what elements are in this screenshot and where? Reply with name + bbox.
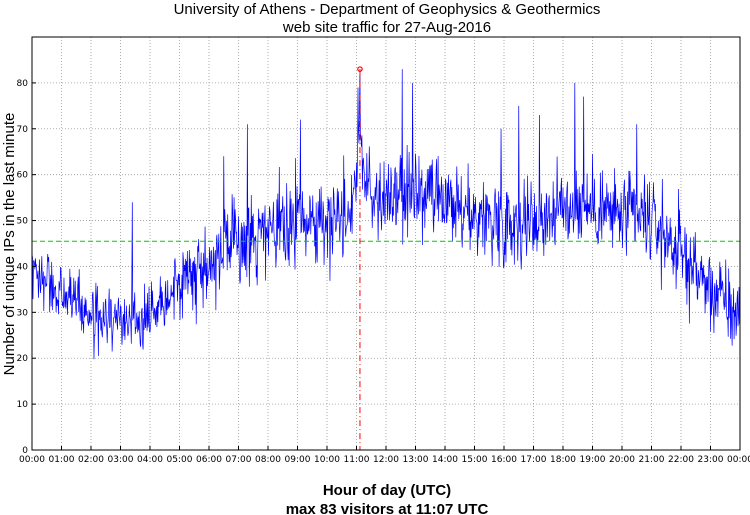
x-tick-label: 04:00 <box>137 455 163 465</box>
x-tick-label: 12:00 <box>373 455 399 465</box>
x-tick-label: 00:00 <box>727 455 750 465</box>
x-tick-label: 02:00 <box>78 455 104 465</box>
x-tick-label: 08:00 <box>255 455 281 465</box>
chart-title: University of Athens - Department of Geo… <box>174 1 601 18</box>
x-tick-label: 22:00 <box>668 455 694 465</box>
max-visitors-caption: max 83 visitors at 11:07 UTC <box>286 501 489 515</box>
max-point-marker <box>357 66 363 72</box>
y-tick-label: 30 <box>17 308 29 318</box>
traffic-series-line <box>31 69 740 360</box>
y-tick-label: 60 <box>17 171 29 181</box>
y-tick-label: 20 <box>17 354 29 364</box>
x-tick-label: 17:00 <box>521 455 547 465</box>
x-tick-label: 23:00 <box>698 455 724 465</box>
y-tick-label: 0 <box>22 446 28 456</box>
x-tick-label: 06:00 <box>196 455 222 465</box>
overlay-layer <box>32 66 740 450</box>
x-tick-label: 09:00 <box>285 455 311 465</box>
x-tick-label: 11:00 <box>344 455 370 465</box>
x-tick-label: 03:00 <box>108 455 134 465</box>
y-tick-label: 40 <box>17 262 29 272</box>
y-tick-label: 10 <box>17 400 29 410</box>
y-tick-label: 80 <box>17 79 29 89</box>
x-tick-label: 18:00 <box>550 455 576 465</box>
x-tick-label: 15:00 <box>462 455 488 465</box>
x-axis-label: Hour of day (UTC) <box>323 482 451 499</box>
series-layer <box>31 69 740 360</box>
grid <box>32 37 740 450</box>
y-tick-label: 50 <box>17 217 29 227</box>
x-tick-label: 19:00 <box>580 455 606 465</box>
x-tick-label: 16:00 <box>491 455 517 465</box>
y-axis-ticks: 0 10 20 30 40 50 60 70 80 <box>17 79 36 456</box>
x-tick-label: 00:00 <box>19 455 45 465</box>
x-tick-label: 13:00 <box>403 455 429 465</box>
y-axis-label: Number of unique IPs in the last minute <box>1 113 18 376</box>
chart-subtitle: web site traffic for 27-Aug-2016 <box>282 19 491 36</box>
y-tick-label: 70 <box>17 125 29 135</box>
x-tick-label: 21:00 <box>639 455 665 465</box>
x-axis-ticks: 00:00 01:00 02:00 03:00 04:00 05:00 06:00 07:00… <box>19 446 750 465</box>
x-tick-label: 14:00 <box>432 455 458 465</box>
x-tick-label: 01:00 <box>49 455 75 465</box>
x-tick-label: 07:00 <box>226 455 252 465</box>
x-tick-label: 20:00 <box>609 455 635 465</box>
x-tick-label: 10:00 <box>314 455 340 465</box>
x-tick-label: 05:00 <box>167 455 193 465</box>
